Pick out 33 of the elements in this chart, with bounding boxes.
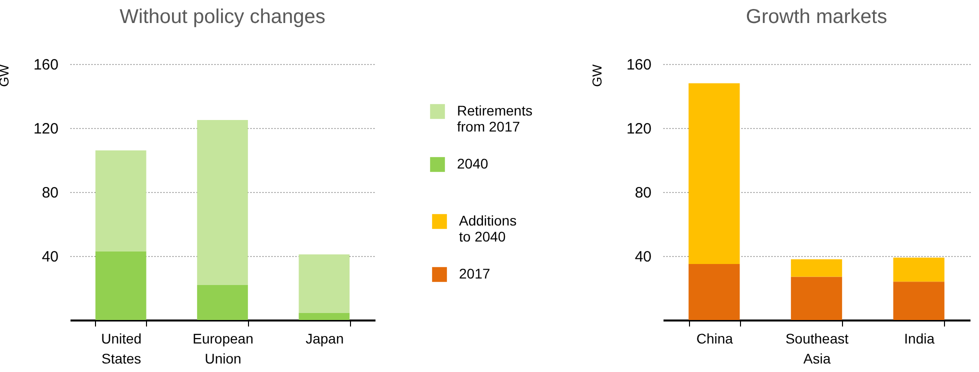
bar (688, 264, 740, 320)
bar (790, 276, 842, 320)
bar (790, 259, 842, 277)
bar (893, 258, 944, 282)
bar (298, 312, 350, 320)
bar (197, 284, 248, 320)
x-tick-label: Southeast Asia (785, 330, 849, 366)
x-tick-label: European Union (192, 330, 254, 366)
bar (95, 150, 146, 252)
y-tick-label: 80 (634, 184, 652, 202)
chart-title: Growth markets (746, 6, 888, 28)
bar (298, 254, 350, 313)
y-tick-label: 160 (626, 56, 652, 74)
legend-label: Retirements from 2017 (457, 102, 532, 134)
y-tick-label: 40 (634, 248, 652, 266)
y-tick-label: 80 (42, 184, 58, 202)
bar (197, 120, 248, 285)
y-tick-label: 120 (33, 120, 58, 138)
y-tick-label: 40 (42, 248, 58, 266)
x-tick-label: China (696, 330, 734, 346)
x-tick-label: United States (101, 330, 142, 366)
legend-label: 2040 (457, 156, 488, 172)
x-tick-label: Japan (306, 330, 344, 346)
legend-label: 2017 (459, 266, 490, 282)
bar (688, 83, 740, 264)
y-axis-title: GW (589, 64, 604, 87)
chart-title: Without policy changes (120, 6, 326, 28)
y-tick-label: 120 (626, 120, 652, 138)
bar (95, 251, 146, 320)
legend-label: Additions to 2040 (459, 212, 517, 244)
x-tick-label: India (904, 330, 935, 346)
y-tick-label: 160 (33, 56, 58, 74)
bar (893, 282, 944, 320)
